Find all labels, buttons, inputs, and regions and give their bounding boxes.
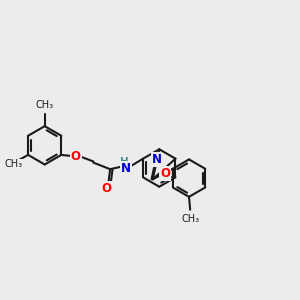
Text: CH₃: CH₃ [181,214,199,224]
Text: CH₃: CH₃ [36,100,54,110]
Text: O: O [71,150,81,163]
Text: N: N [121,161,131,175]
Text: CH₃: CH₃ [4,159,23,169]
Text: N: N [152,153,161,166]
Text: O: O [101,182,111,195]
Text: H: H [120,157,129,167]
Text: O: O [160,167,170,180]
